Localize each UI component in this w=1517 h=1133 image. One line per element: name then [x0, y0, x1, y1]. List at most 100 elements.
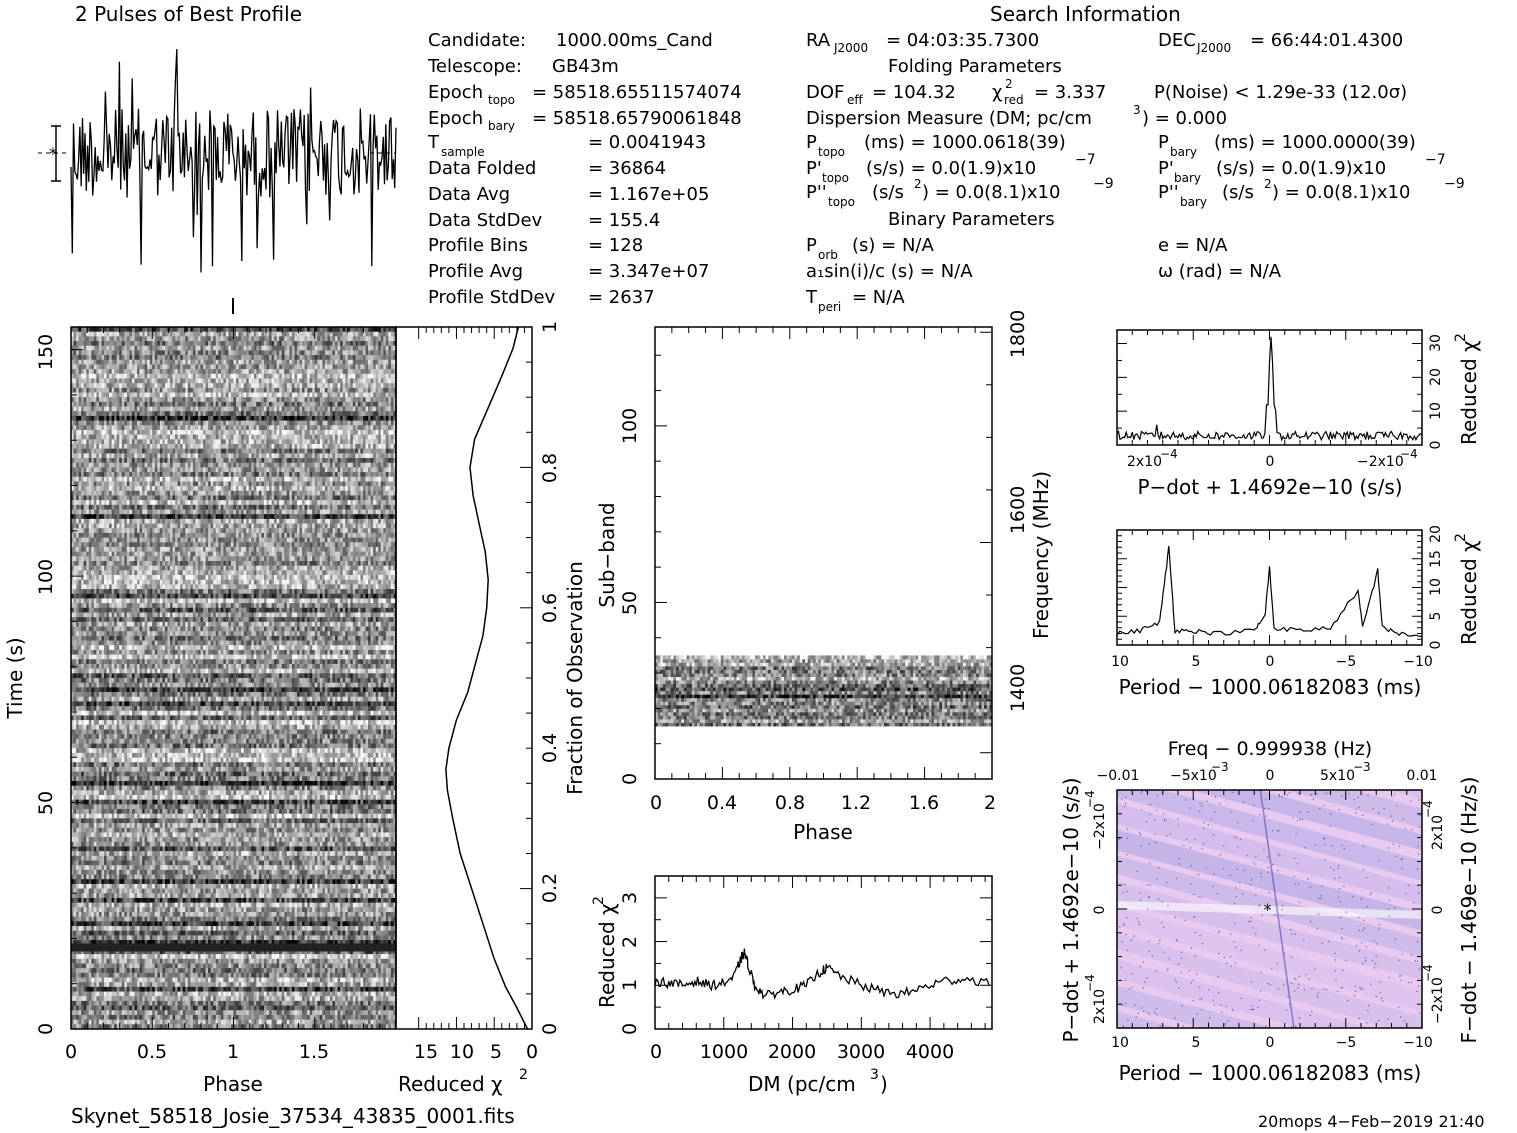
time-phase-pixel: [296, 429, 300, 436]
time-phase-pixel: [266, 481, 270, 487]
time-phase-pixel: [210, 420, 214, 426]
time-phase-pixel: [365, 336, 369, 342]
time-phase-pixel: [104, 439, 107, 445]
time-phase-pixel: [223, 472, 227, 478]
time-phase-pixel: [309, 429, 313, 436]
profile-title: 2 Pulses of Best Profile: [75, 2, 302, 26]
time-phase-pixel: [241, 415, 245, 421]
time-phase-pixel: [98, 401, 102, 407]
time-phase-pixel: [134, 336, 138, 342]
time-phase-pixel: [368, 406, 372, 412]
time-phase-pixel: [375, 415, 379, 421]
time-phase-pixel: [119, 504, 123, 510]
time-phase-pixel: [104, 392, 107, 398]
time-phase-pixel: [208, 462, 212, 468]
time-phase-pixel: [114, 359, 118, 365]
time-phase-pixel: [383, 331, 387, 337]
time-phase-pixel: [373, 411, 377, 417]
time-phase-pixel: [195, 378, 199, 384]
time-phase-pixel: [246, 392, 250, 398]
time-phase-pixel: [258, 369, 262, 375]
time-phase-pixel: [347, 378, 351, 384]
time-phase-pixel: [258, 486, 262, 492]
time-phase-pixel: [350, 448, 354, 454]
time-phase-pixel: [210, 425, 214, 431]
time-phase-pixel: [185, 467, 189, 473]
time-phase-pixel: [190, 387, 194, 393]
time-phase-pixel: [200, 472, 204, 478]
time-phase-pixel: [124, 504, 128, 510]
time-phase-pixel: [342, 444, 346, 450]
time-phase-pixel: [289, 401, 293, 407]
time-phase-pixel: [154, 453, 158, 459]
time-phase-pixel: [177, 429, 181, 436]
time-phase-pixel: [357, 397, 361, 403]
time-phase-pixel: [350, 420, 354, 426]
time-phase-pixel: [190, 486, 194, 492]
time-phase-pixel: [86, 434, 90, 440]
time-phase-pixel: [98, 378, 102, 384]
time-phase-pixel: [98, 476, 102, 482]
time-phase-pixel: [218, 355, 222, 361]
time-phase-pixel: [208, 378, 212, 384]
time-phase-pixel: [352, 453, 356, 459]
time-phase-pixel: [139, 401, 143, 407]
time-phase-pixel: [111, 383, 115, 389]
time-phase-pixel: [246, 359, 250, 365]
time-phase-pixel: [380, 411, 384, 417]
time-phase-pixel: [119, 490, 123, 496]
time-phase-pixel: [345, 345, 349, 351]
time-phase-pixel: [294, 434, 298, 440]
time-phase-pixel: [388, 336, 392, 342]
time-phase-pixel: [266, 453, 270, 459]
time-phase-pixel: [114, 406, 118, 412]
time-phase-pixel: [263, 490, 267, 496]
time-phase-pixel: [365, 369, 369, 375]
time-phase-pixel: [203, 429, 206, 436]
time-phase-pixel: [154, 425, 158, 431]
time-phase-pixel: [104, 500, 107, 506]
time-phase-pixel: [126, 448, 130, 454]
time-phase-pixel: [352, 392, 356, 398]
time-phase-pixel: [129, 439, 133, 445]
time-phase-pixel: [299, 387, 303, 393]
time-phase-pixel: [71, 359, 74, 365]
time-phase-pixel: [304, 500, 308, 506]
time-phase-pixel: [296, 401, 300, 407]
time-phase-pixel: [375, 462, 379, 468]
time-phase-pixel: [197, 331, 201, 337]
time-phase-pixel: [144, 462, 148, 468]
time-phase-pixel: [393, 429, 397, 436]
time-phase-pixel: [121, 415, 125, 421]
time-phase-pixel: [309, 490, 313, 496]
time-phase-pixel: [73, 350, 77, 356]
time-phase-pixel: [162, 378, 166, 384]
time-phase-pixel: [137, 345, 140, 351]
time-phase-pixel: [319, 350, 323, 356]
time-phase-pixel: [317, 364, 321, 370]
time-phase-pixel: [182, 387, 186, 393]
time-phase-pixel: [238, 458, 242, 464]
time-phase-pixel: [368, 476, 372, 482]
time-phase-pixel: [286, 439, 290, 445]
time-phase-pixel: [324, 439, 328, 445]
time-phase-pixel: [71, 462, 74, 468]
time-phase-pixel: [342, 378, 346, 384]
time-phase-pixel: [380, 472, 384, 478]
time-phase-pixel: [208, 472, 212, 478]
time-phase-pixel: [347, 439, 351, 445]
time-phase-pixel: [159, 401, 163, 407]
time-phase-pixel: [162, 434, 166, 440]
time-phase-pixel: [225, 453, 229, 459]
time-phase-pixel: [137, 467, 140, 473]
time-phase-pixel: [291, 439, 295, 445]
time-phase-pixel: [362, 392, 366, 398]
time-phase-pixel: [246, 327, 250, 333]
time-phase-pixel: [360, 458, 364, 464]
time-phase-pixel: [276, 458, 280, 464]
time-phase-pixel: [261, 392, 265, 398]
time-phase-pixel: [233, 364, 237, 370]
time-phase-pixel: [241, 476, 245, 482]
time-phase-pixel: [228, 331, 232, 337]
time-phase-pixel: [134, 387, 138, 393]
